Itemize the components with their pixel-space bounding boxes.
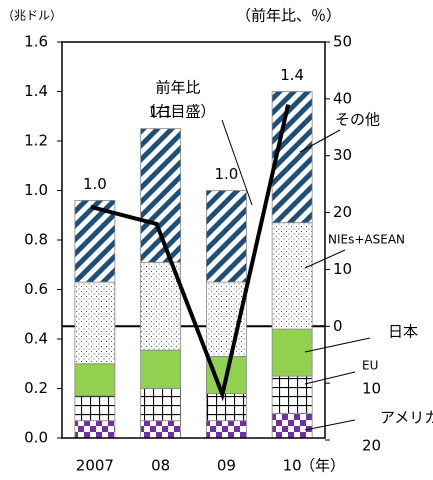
leader [304,337,371,353]
y-axis-label: （兆ドル） [2,9,62,23]
x-tick-label: 2007 [76,457,114,475]
y2-tick-label: 40 [333,89,352,107]
bar-segment [205,420,247,439]
y-tick-label: 1.6 [24,33,48,51]
bar-segment [74,281,116,365]
y-tick-label: 0.6 [24,280,48,298]
bar-segment [74,395,116,422]
yoy-line [90,104,291,402]
series-label: NIEs+ASEAN [328,233,405,247]
y-tick-label: 0.8 [24,231,48,249]
bar-segment [140,420,182,439]
series-label: その他 [335,111,380,129]
y2-tick-label: 10 [333,260,352,278]
bar-segment [271,222,313,330]
x-tick-label: 10 [283,457,302,475]
y2-tick-label: 10 [362,380,381,398]
y-tick-label: 0.4 [24,330,48,348]
bar-segment [140,128,182,263]
y-tick-label: 1.2 [24,132,48,150]
bar-segment [140,388,182,422]
y2-tick-label: 30 [333,146,352,164]
line-note: （右目盛） [140,103,215,121]
bar-segment [74,199,116,283]
leader [221,119,253,206]
bar-segment [140,349,182,389]
bar-segment [271,328,313,377]
y2-axis-label: （前年比、％） [236,7,341,25]
y2-tick-label: 20 [362,437,381,455]
bar-segment [74,420,116,439]
total-label: 1.0 [214,165,238,183]
series-label: アメリカ [380,409,433,427]
total-label: 1.1 [149,103,173,121]
total-label: 1.4 [280,66,304,84]
y-tick-label: 0.0 [24,429,48,447]
bar-segment [271,375,313,414]
series-label: EU [362,359,378,373]
bar-segment [205,190,247,283]
y-tick-label: 1.4 [24,82,48,100]
leader [304,419,356,431]
line-label: 前年比 [155,79,200,97]
y-tick-label: 1.0 [24,181,48,199]
bar-segment [271,412,313,439]
leader [304,371,356,385]
y2-tick-label: 20 [333,203,352,221]
leader [299,129,341,153]
y2-tick-label: 0 [333,317,343,335]
bar-segment [205,393,247,422]
plot-frame [61,41,326,439]
y2-tick-label: 50 [333,33,352,51]
total-label: 1.0 [83,175,107,193]
x-tick-label: 09 [217,457,236,475]
bar-segment [271,91,313,224]
leader [304,249,346,269]
series-label: 日本 [388,323,418,341]
x-axis-label: （年） [300,457,345,475]
y-tick-label: 0.2 [24,379,48,397]
bar-segment [74,363,116,397]
x-tick-label: 08 [151,457,170,475]
